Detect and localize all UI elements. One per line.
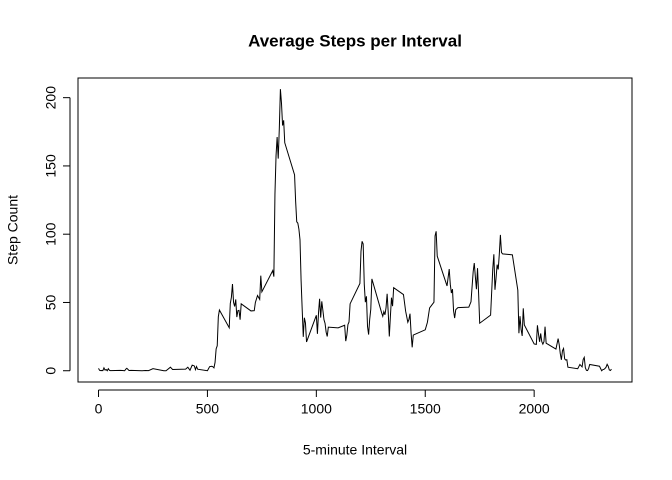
- data-line: [98, 89, 612, 372]
- x-tick-label: 1500: [410, 401, 441, 417]
- x-axis-label: 5-minute Interval: [303, 442, 407, 458]
- x-tick-label: 1000: [301, 401, 332, 417]
- chart-title: Average Steps per Interval: [248, 31, 462, 50]
- plot-box: [77, 77, 633, 383]
- x-tick-label: 2000: [519, 401, 550, 417]
- y-tick-label: 200: [43, 86, 59, 110]
- y-tick-label: 150: [43, 154, 59, 178]
- y-tick-label: 0: [43, 367, 59, 375]
- y-axis-label: Step Count: [5, 195, 21, 265]
- y-tick-label: 100: [43, 222, 59, 246]
- x-tick-label: 0: [95, 401, 103, 417]
- x-tick-label: 500: [196, 401, 220, 417]
- y-tick-label: 50: [43, 294, 59, 310]
